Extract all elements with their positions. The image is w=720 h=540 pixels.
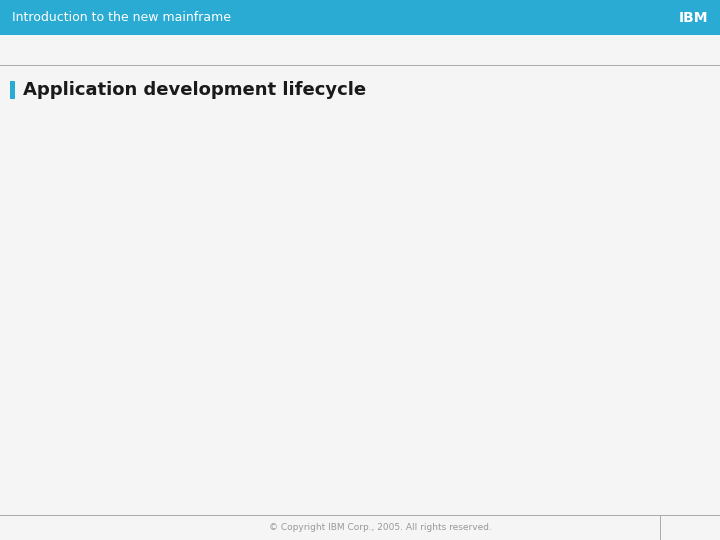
Text: IBM: IBM bbox=[678, 10, 708, 24]
Text: Introduction to the new mainframe: Introduction to the new mainframe bbox=[12, 11, 231, 24]
Text: Application development lifecycle: Application development lifecycle bbox=[23, 81, 366, 99]
Bar bbox=[0, 0, 720, 35]
Bar bbox=[10, 81, 15, 99]
Text: © Copyright IBM Corp., 2005. All rights reserved.: © Copyright IBM Corp., 2005. All rights … bbox=[269, 523, 492, 531]
